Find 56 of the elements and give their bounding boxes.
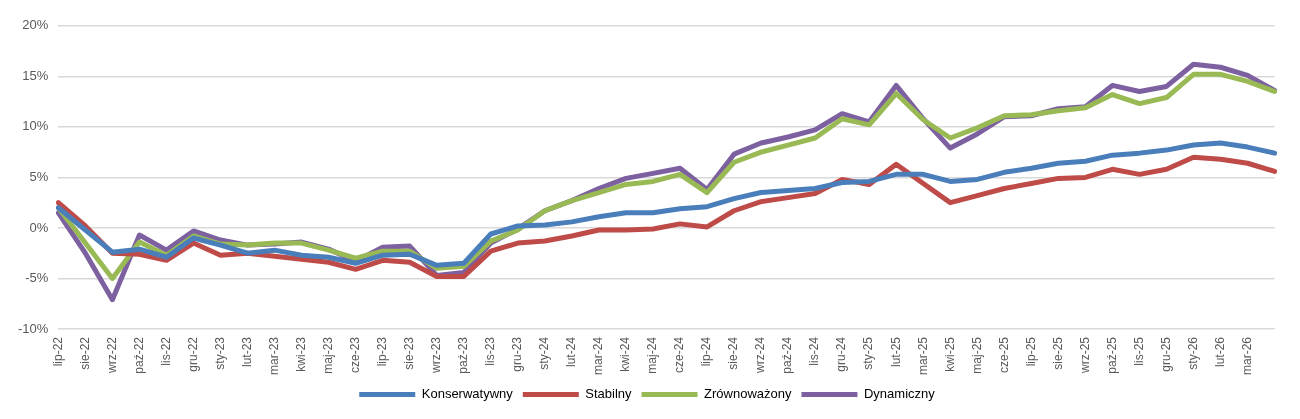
x-tick-label: maj-24 [645, 336, 660, 374]
x-tick-label: paź-22 [131, 336, 146, 374]
x-tick-label: lis-23 [483, 336, 498, 366]
x-tick-label: paź-24 [780, 336, 795, 374]
x-tick-label: lip-24 [699, 336, 714, 367]
x-tick-label: wrz-25 [1077, 336, 1092, 375]
x-tick-label: gru-23 [510, 336, 525, 372]
x-tick-label: lip-25 [1023, 336, 1038, 367]
x-tick-label: sie-23 [402, 336, 417, 370]
legend-label: Zrównoważony [704, 386, 792, 402]
x-tick-label: gru-24 [834, 336, 849, 372]
x-tick-label: wrz-24 [753, 336, 768, 375]
x-tick-label: cze-24 [672, 336, 687, 374]
y-tick-label: 15% [22, 67, 49, 83]
x-tick-label: kwi-25 [942, 336, 957, 372]
x-tick-label: paź-25 [1104, 336, 1119, 374]
x-tick-label: lut-26 [1212, 336, 1227, 368]
x-tick-label: gru-25 [1158, 336, 1173, 372]
x-tick-label: lip-22 [50, 336, 65, 367]
x-tick-label: sty-23 [212, 336, 227, 370]
x-tick-label: cze-23 [347, 336, 362, 374]
x-tick-label: lis-25 [1131, 336, 1146, 366]
x-tick-label: lis-22 [158, 336, 173, 366]
x-tick-label: mar-23 [266, 336, 281, 376]
x-tick-label: sty-25 [861, 336, 876, 370]
x-tick-label: lut-25 [888, 336, 903, 368]
y-tick-label: 20% [22, 17, 49, 33]
x-tick-label: wrz-22 [104, 336, 119, 375]
x-tick-label: maj-23 [320, 336, 335, 374]
x-tick-label: sty-26 [1185, 336, 1200, 370]
x-tick-label: lut-24 [564, 336, 579, 368]
x-tick-label: maj-25 [969, 336, 984, 374]
y-tick-label: -10% [17, 320, 49, 336]
legend-label: Konserwatywny [421, 386, 514, 402]
x-tick-label: kwi-23 [293, 336, 308, 372]
x-tick-label: paź-23 [456, 336, 471, 374]
x-tick-label: gru-22 [185, 336, 200, 372]
x-tick-label: sie-25 [1050, 336, 1065, 370]
y-tick-label: 10% [22, 118, 49, 134]
x-tick-label: kwi-24 [618, 336, 633, 372]
x-tick-label: sie-24 [726, 336, 741, 370]
y-tick-label: 0% [29, 219, 49, 235]
legend-label: Dynamiczny [863, 386, 936, 402]
x-tick-label: wrz-23 [429, 336, 444, 375]
y-tick-label: 5% [29, 168, 49, 184]
legend-label: Stabilny [585, 386, 633, 402]
x-tick-label: mar-26 [1239, 336, 1254, 376]
x-tick-label: lut-23 [239, 336, 254, 368]
x-tick-label: lis-24 [807, 336, 822, 366]
x-tick-label: sie-22 [77, 336, 92, 370]
x-tick-label: lip-23 [374, 336, 389, 367]
x-tick-label: mar-25 [915, 336, 930, 376]
y-tick-label: -5% [25, 270, 49, 286]
x-tick-label: mar-24 [591, 336, 606, 376]
x-tick-label: cze-25 [996, 336, 1011, 374]
x-tick-label: sty-24 [537, 336, 552, 370]
